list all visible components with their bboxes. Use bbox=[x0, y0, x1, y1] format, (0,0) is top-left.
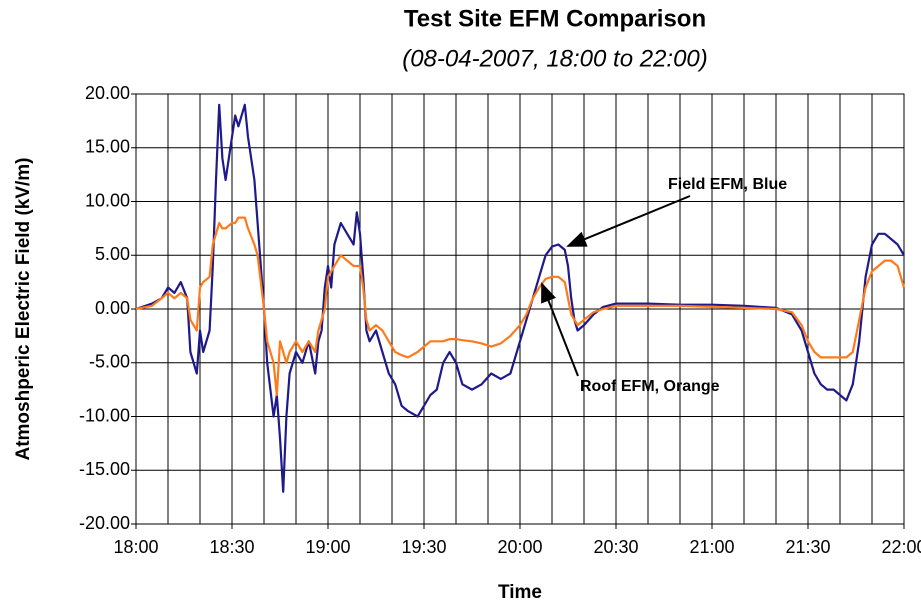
x-tick-label: 20:30 bbox=[593, 537, 638, 557]
y-tick-label: 15.00 bbox=[85, 137, 130, 157]
x-tick-label: 19:00 bbox=[305, 537, 350, 557]
x-tick-label: 21:30 bbox=[785, 537, 830, 557]
x-axis-label: Time bbox=[498, 582, 542, 603]
x-tick-label: 18:00 bbox=[113, 537, 158, 557]
y-tick-label: 5.00 bbox=[95, 244, 130, 264]
data-line bbox=[135, 216, 906, 397]
x-tick-label: 21:00 bbox=[689, 537, 734, 557]
y-tick-label: 10.00 bbox=[85, 190, 130, 210]
y-tick-label: -5.00 bbox=[89, 352, 130, 372]
y-tick-label: -15.00 bbox=[79, 459, 130, 479]
annotation-arrow bbox=[566, 195, 691, 247]
annotation: Roof EFM, Orange bbox=[580, 378, 720, 395]
x-tick-label: 20:00 bbox=[497, 537, 542, 557]
annotation: Field EFM, Blue bbox=[668, 176, 787, 193]
annotation-arrow bbox=[541, 282, 579, 377]
x-tick-label: 18:30 bbox=[209, 537, 254, 557]
y-axis-label: Atmoshperic Electric Field (kV/m) bbox=[13, 157, 34, 460]
chart-title: Test Site EFM Comparison bbox=[404, 5, 706, 32]
y-tick-label: 20.00 bbox=[85, 83, 130, 103]
x-tick-label: 22:00 bbox=[881, 537, 921, 557]
x-tick-label: 19:30 bbox=[401, 537, 446, 557]
y-tick-label: -20.00 bbox=[79, 513, 130, 533]
y-tick-label: -10.00 bbox=[79, 405, 130, 425]
y-tick-label: 0.00 bbox=[95, 298, 130, 318]
chart-subtitle: (08-04-2007, 18:00 to 22:00) bbox=[402, 45, 708, 72]
